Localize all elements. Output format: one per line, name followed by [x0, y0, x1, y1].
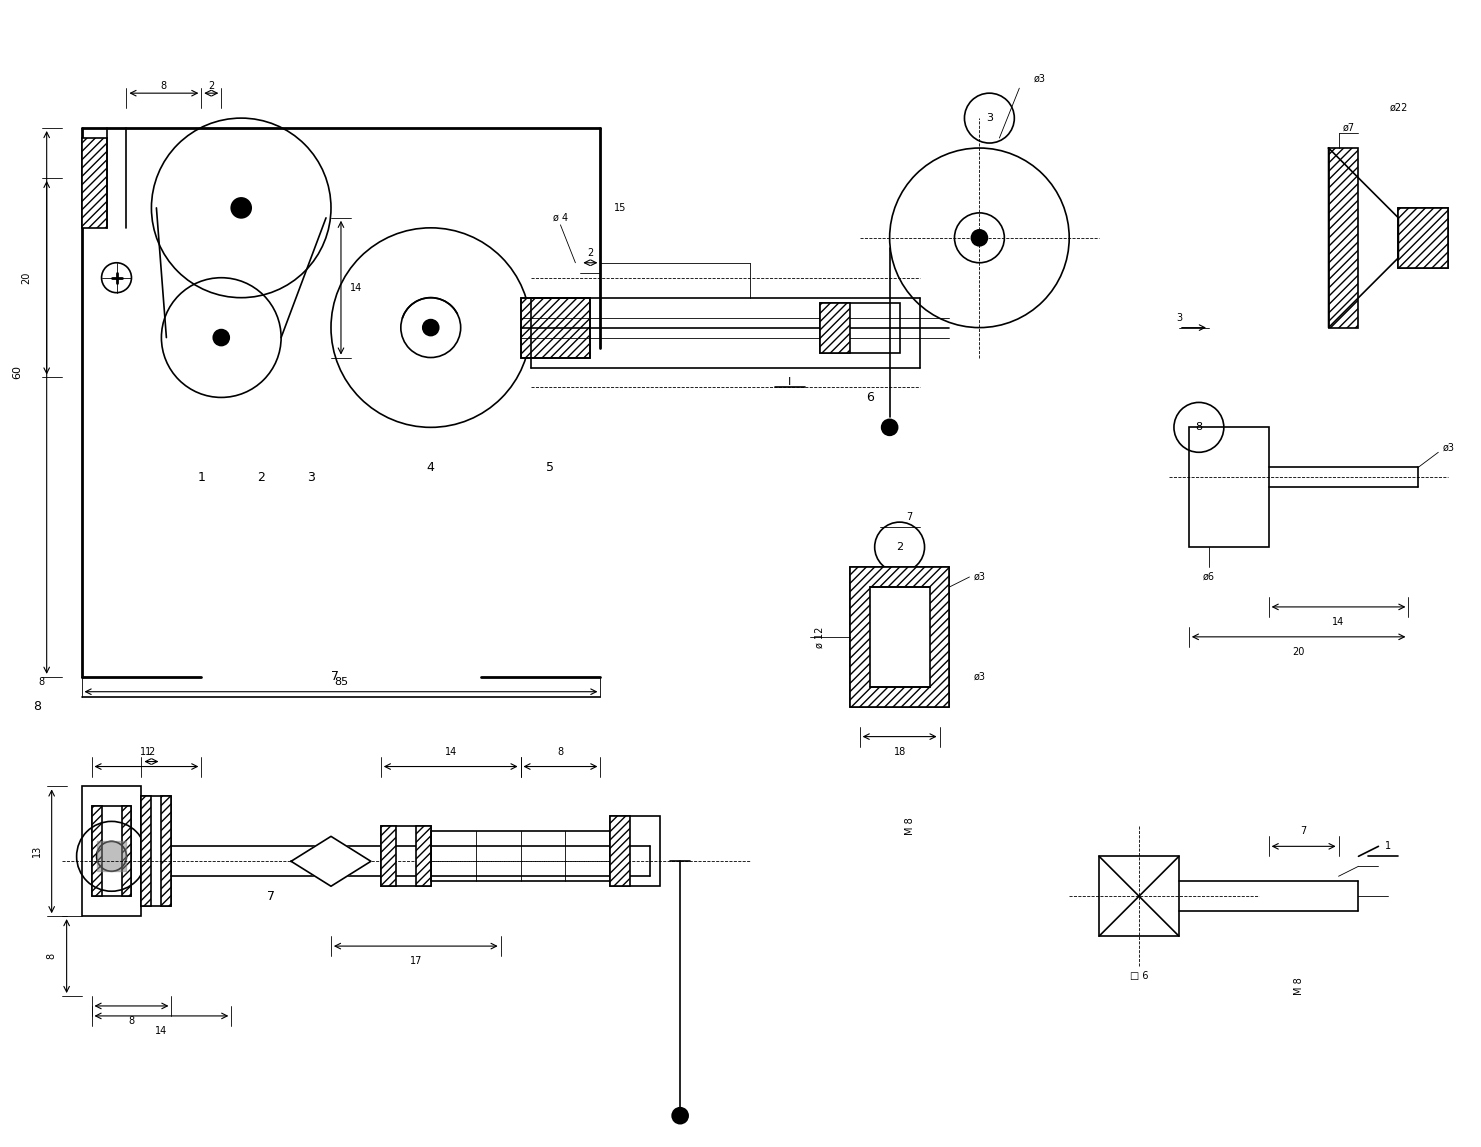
Text: 2: 2 [209, 81, 215, 91]
Text: ø7: ø7 [1342, 123, 1355, 133]
Text: 1: 1 [197, 470, 206, 484]
Bar [81, 138, 107, 228]
Text: 8: 8 [47, 953, 56, 959]
Text: 8: 8 [557, 747, 563, 757]
Bar [850, 567, 949, 707]
Text: ø3: ø3 [1442, 443, 1454, 452]
Bar [1398, 208, 1448, 267]
Text: 3: 3 [986, 114, 992, 123]
Bar [820, 303, 899, 352]
Text: M 8: M 8 [905, 818, 915, 835]
Bar [92, 806, 102, 896]
Text: 14: 14 [1333, 617, 1345, 627]
Polygon shape [1328, 148, 1398, 328]
Text: 14: 14 [156, 1025, 167, 1036]
Text: 7: 7 [906, 513, 912, 522]
Text: 2: 2 [258, 470, 265, 484]
Text: 6: 6 [866, 391, 874, 404]
Text: 7: 7 [267, 890, 275, 903]
Bar [869, 587, 930, 687]
Text: 18: 18 [893, 747, 906, 757]
Circle shape [672, 1108, 689, 1124]
Text: ø3: ø3 [973, 572, 985, 582]
Circle shape [972, 229, 988, 245]
Text: 20: 20 [22, 272, 31, 284]
Text: 8: 8 [129, 1016, 135, 1025]
Text: 3: 3 [307, 470, 315, 484]
Bar [610, 817, 661, 887]
Text: I: I [788, 377, 791, 388]
Text: 60: 60 [12, 366, 22, 380]
Bar [142, 796, 151, 906]
Bar [142, 796, 172, 906]
Bar [81, 787, 142, 916]
Circle shape [422, 320, 438, 336]
Text: 17: 17 [410, 957, 422, 966]
Bar [520, 298, 591, 358]
Text: 7: 7 [330, 670, 339, 684]
Bar [416, 826, 431, 887]
Text: M 8: M 8 [1293, 977, 1303, 994]
Circle shape [231, 198, 252, 218]
Bar [1099, 857, 1179, 936]
Bar [431, 832, 610, 881]
Text: 13: 13 [31, 845, 41, 858]
Text: 8: 8 [160, 81, 166, 91]
Text: 8: 8 [1195, 422, 1203, 432]
Text: 1: 1 [1385, 842, 1392, 851]
Text: 14: 14 [444, 747, 456, 757]
Text: 20: 20 [1293, 647, 1305, 657]
Bar [161, 796, 172, 906]
Text: 3: 3 [1176, 313, 1182, 322]
Text: 7: 7 [1300, 826, 1306, 836]
Text: 4: 4 [427, 461, 435, 474]
Text: ø22: ø22 [1389, 103, 1407, 114]
Text: 14: 14 [350, 282, 361, 292]
Text: 8: 8 [39, 677, 44, 687]
Circle shape [213, 329, 230, 345]
Text: 8: 8 [33, 700, 40, 713]
Bar [820, 303, 850, 352]
Bar [381, 826, 395, 887]
Bar [850, 567, 949, 707]
Text: □ 6: □ 6 [1130, 972, 1148, 981]
Bar [520, 298, 591, 358]
Text: ø3: ø3 [1034, 73, 1046, 84]
Bar [1189, 428, 1269, 547]
Bar [1328, 148, 1358, 328]
Polygon shape [96, 842, 126, 872]
Text: 15: 15 [615, 203, 626, 213]
Text: ø3: ø3 [973, 672, 985, 681]
Polygon shape [292, 836, 370, 887]
Circle shape [881, 420, 897, 436]
Text: 11: 11 [141, 747, 153, 757]
Text: 2: 2 [588, 248, 594, 258]
Text: 2: 2 [896, 543, 903, 552]
Text: 85: 85 [333, 677, 348, 687]
Text: 5: 5 [546, 461, 554, 474]
Bar [92, 806, 132, 896]
Bar [610, 817, 631, 887]
Text: 2: 2 [148, 747, 154, 757]
Text: ø 12: ø 12 [815, 626, 825, 648]
Text: ø6: ø6 [1203, 572, 1214, 582]
Bar [1398, 208, 1448, 267]
Text: ø 4: ø 4 [552, 213, 569, 223]
Bar [381, 826, 431, 887]
Bar [121, 806, 132, 896]
